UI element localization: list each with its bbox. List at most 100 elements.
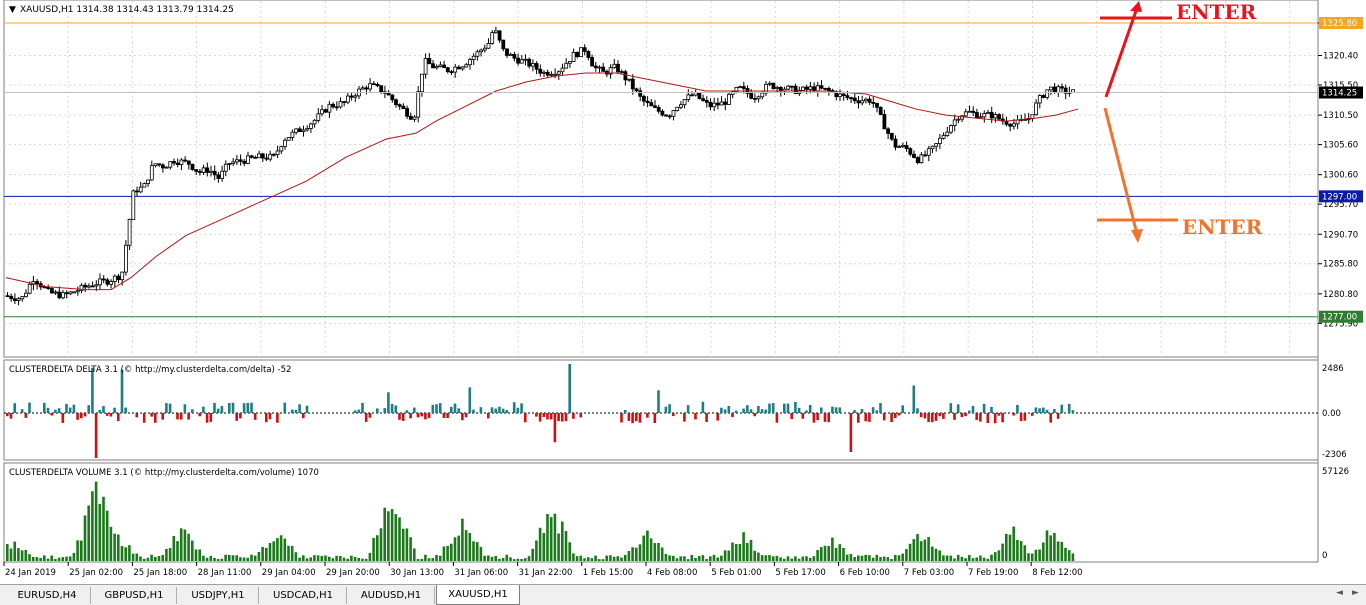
candle-body xyxy=(686,94,691,100)
candle-body xyxy=(72,291,76,294)
volume-bar xyxy=(808,557,812,561)
delta-bar xyxy=(72,404,76,413)
delta-bar xyxy=(816,413,819,421)
volume-bar xyxy=(131,553,135,561)
candle-body xyxy=(827,88,831,91)
candle-body xyxy=(227,163,232,165)
volume-bar xyxy=(368,552,372,561)
candle-body xyxy=(394,99,398,106)
chart-tab[interactable]: XAUUSD,H1 xyxy=(436,585,520,605)
tab-scroll-left-icon[interactable]: ◄ xyxy=(1336,588,1343,598)
volume-bar xyxy=(716,557,719,561)
delta-bar xyxy=(383,408,386,413)
delta-bar xyxy=(46,407,50,413)
volume-bar xyxy=(1001,543,1004,561)
volume-bar xyxy=(316,555,320,561)
candle-body xyxy=(545,71,550,76)
candle-body xyxy=(549,73,554,76)
volume-bar xyxy=(357,557,361,561)
candle-body xyxy=(505,48,509,56)
candle-body xyxy=(841,93,846,97)
candle-body xyxy=(24,292,28,298)
delta-bar xyxy=(860,408,864,413)
delta-bar xyxy=(57,408,61,413)
candle-body xyxy=(941,135,946,139)
volume-bar xyxy=(472,541,475,561)
volume-bar xyxy=(968,554,971,561)
candle-body xyxy=(386,92,391,96)
volume-bar xyxy=(901,553,904,561)
candle-body xyxy=(986,111,990,114)
candle-body xyxy=(753,97,757,100)
price-tick-label: 1280.80 xyxy=(1323,290,1358,300)
volume-bar xyxy=(128,545,131,561)
volume-bar xyxy=(43,555,46,561)
volume-bar xyxy=(694,557,697,561)
volume-bar xyxy=(487,555,490,561)
delta-bar xyxy=(919,413,923,418)
delta-bar xyxy=(801,413,805,419)
delta-tick: 0.00 xyxy=(1322,409,1341,419)
candle-body xyxy=(471,55,476,60)
chart-window[interactable]: ▼ XAUUSD,H1 1314.38 1314.43 1313.79 1314… xyxy=(0,0,1366,584)
delta-bar xyxy=(102,406,105,413)
delta-bar xyxy=(1001,413,1004,423)
volume-bar xyxy=(864,554,867,561)
delta-bar xyxy=(664,406,668,413)
candle-body xyxy=(667,115,672,118)
volume-bar xyxy=(1008,534,1012,561)
delta-bar xyxy=(94,413,98,458)
price-axis[interactable]: 1325.80 1320.40 1315.50 1310.50 1305.60 1300.… xyxy=(1317,0,1363,562)
volume-bar xyxy=(646,530,649,561)
candle-body xyxy=(401,105,406,109)
candle-body xyxy=(627,78,631,81)
candle-body xyxy=(801,86,805,91)
delta-bar xyxy=(461,413,464,421)
delta-bar xyxy=(572,413,575,419)
volume-bar xyxy=(934,548,938,561)
candle-body xyxy=(1049,86,1053,91)
price-panel[interactable]: ▼ XAUUSD,H1 1314.38 1314.43 1313.79 1314… xyxy=(3,0,1319,358)
level-price-label: 1277.00 xyxy=(1322,313,1357,323)
time-tick-label: 25 Jan 18:00 xyxy=(133,568,187,578)
tab-scroll-right-icon[interactable]: ► xyxy=(1352,588,1359,598)
candle-body xyxy=(1034,102,1038,116)
volume-bar xyxy=(546,514,549,561)
volume-bar xyxy=(631,547,634,561)
volume-bar xyxy=(520,558,523,561)
delta-bar xyxy=(949,403,953,413)
delta-bar xyxy=(638,413,642,423)
delta-bar xyxy=(746,405,749,413)
volume-bar xyxy=(516,558,520,561)
candle-body xyxy=(852,97,857,102)
candle-body xyxy=(867,98,872,103)
candle-body xyxy=(1052,86,1057,94)
volume-bar xyxy=(993,552,997,561)
delta-bar xyxy=(646,413,649,418)
chart-tab[interactable]: EURUSD,H4 xyxy=(4,587,91,604)
volume-bar xyxy=(9,548,13,561)
chart-tab[interactable]: USDCAD,H1 xyxy=(260,587,347,604)
candle-body xyxy=(786,85,791,90)
delta-panel[interactable]: CLUSTERDELTA DELTA 3.1 (© http://my.clus… xyxy=(3,359,1347,461)
volume-bar xyxy=(198,549,201,561)
candle-body xyxy=(527,58,532,67)
delta-bar xyxy=(472,409,475,413)
chart-tab[interactable]: AUDUSD,H1 xyxy=(348,587,435,604)
delta-bar xyxy=(894,413,897,419)
volume-bar xyxy=(753,550,756,561)
volume-bar xyxy=(298,557,301,561)
delta-bar xyxy=(768,403,771,413)
chart-tab[interactable]: USDJPY,H1 xyxy=(178,587,259,604)
candle-body xyxy=(719,101,724,106)
chart-tab[interactable]: GBPUSD,H1 xyxy=(92,587,177,604)
volume-bar xyxy=(1042,542,1045,561)
candle-body xyxy=(771,82,776,90)
volume-bar xyxy=(879,557,882,561)
candle-body xyxy=(353,95,358,98)
volume-bar xyxy=(672,555,675,561)
delta-bar xyxy=(716,413,719,421)
candle-body xyxy=(35,281,39,285)
volume-panel[interactable]: CLUSTERDELTA VOLUME 3.1 (© http://my.clu… xyxy=(3,462,1349,563)
delta-bar xyxy=(179,413,183,420)
